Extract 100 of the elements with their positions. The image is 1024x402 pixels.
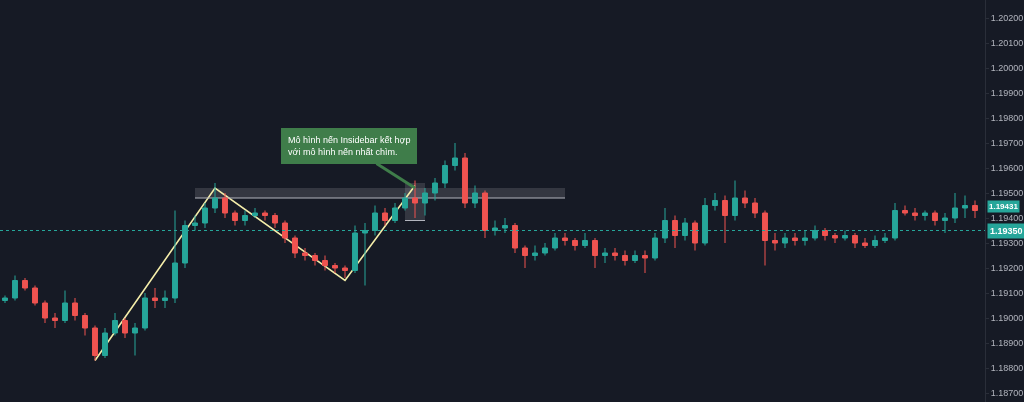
candlestick [112,312,118,336]
candlestick [762,210,768,266]
candlestick [772,232,778,251]
candlestick [722,195,728,244]
candlestick [732,180,738,221]
candlestick [792,232,798,246]
candlestick [852,232,858,249]
candlestick [312,252,318,266]
candlestick [412,180,418,219]
candlestick [402,192,408,211]
candlestick [142,292,148,331]
y-tick-label: 1.19800 [990,113,1024,124]
y-tick-label: 1.20100 [990,38,1024,49]
y-tick-label: 1.19500 [990,188,1024,199]
candlestick [602,247,608,264]
candlestick [52,312,58,329]
candlestick [932,210,938,226]
candlestick [522,245,528,269]
y-tick-label: 1.19300 [990,238,1024,249]
candlestick [752,197,758,219]
candlestick [872,235,878,249]
y-tick-label: 1.19400 [990,213,1024,224]
candlestick [612,247,618,261]
candlestick [232,210,238,226]
candlestick [822,227,828,241]
candlestick [532,245,538,261]
candlestick [642,250,648,274]
candlestick [582,232,588,249]
candlestick [832,232,838,244]
candlestick [692,220,698,251]
y-tick-label: 1.19700 [990,138,1024,149]
candlestick [82,312,88,336]
candlestick [422,187,428,216]
candlestick [72,297,78,321]
candlestick [512,222,518,254]
candlestick [632,250,638,264]
candlestick [842,230,848,241]
y-tick-label: 1.20000 [990,63,1024,74]
candlestick [42,300,48,324]
candlestick [12,275,18,301]
candlestick [22,277,28,291]
candlestick [782,232,788,249]
candlestick [462,152,468,209]
candlestick [322,255,328,271]
candlestick [2,295,8,304]
candlestick [282,220,288,244]
candlestick [262,210,268,221]
candlestick [972,200,978,219]
candlestick [272,212,278,229]
candlestick [712,192,718,211]
y-tick-label: 1.19100 [990,288,1024,299]
ref-line-label: 1.19350 [990,226,1023,236]
candlestick [962,195,968,219]
text: 1.19431 [989,202,1019,211]
y-tick-label: 1.19000 [990,313,1024,324]
candlestick [122,317,128,339]
candlestick [952,192,958,224]
candlestick [572,237,578,251]
candlestick [212,182,218,214]
candlestick [622,250,628,266]
candlestick [542,242,548,256]
y-tick-label: 1.18900 [990,338,1024,349]
y-tick-label: 1.19200 [990,263,1024,274]
candlestick [292,235,298,259]
candlestick [922,210,928,221]
candlestick [222,192,228,219]
candlestick [912,207,918,221]
candlestick [152,287,158,309]
candlestick [202,202,208,229]
candlestick [392,202,398,224]
candlestick [332,262,338,274]
candlestick [252,207,258,219]
candlestick [862,237,868,249]
candlestick [552,232,558,251]
y-tick-label: 1.18700 [990,388,1024,399]
candlestick [162,290,168,309]
candlestick [442,160,448,189]
candlestick [592,237,598,269]
candlestick [342,265,348,279]
candlestick [672,215,678,249]
candlestick [132,322,138,356]
candlestick [482,190,488,239]
candlestick [102,327,108,359]
annotation: Mô hình nến Insidebar kết hợp với mô hình nến nhất chìm. [288,135,411,157]
candlestick [452,142,458,171]
candlestick [882,232,888,244]
candlestick [382,207,388,226]
candlestick [742,190,748,209]
y-tick-label: 1.19600 [990,163,1024,174]
candlestick [302,247,308,261]
candlestick [92,325,98,361]
candlestick [432,177,438,201]
candlestick [32,285,38,306]
candlestick [242,210,248,226]
candlestick [902,205,908,216]
y-tick-label: 1.19900 [990,88,1024,99]
y-tick-label: 1.18800 [990,363,1024,374]
candlestick [562,232,568,246]
y-tick-label: 1.20200 [990,13,1024,24]
candlestick [652,232,658,261]
